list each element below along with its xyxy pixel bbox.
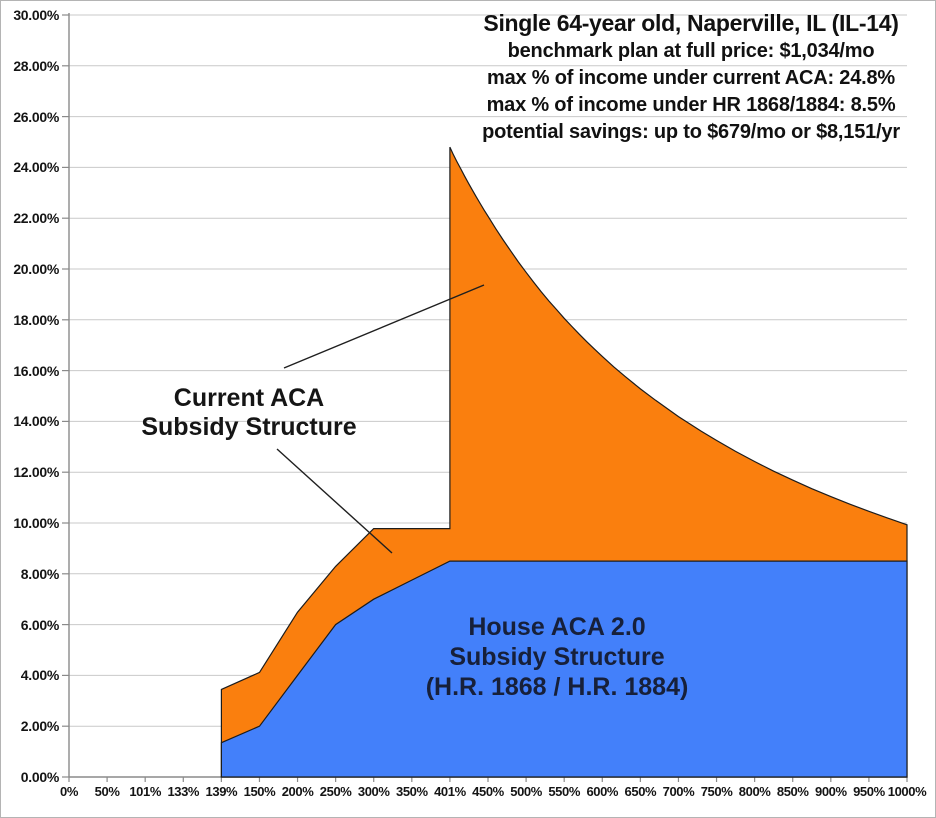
x-tick-label: 750% — [700, 784, 733, 799]
x-tick-label: 650% — [624, 784, 657, 799]
y-tick-label: 26.00% — [13, 108, 59, 125]
x-tick-label: 139% — [205, 784, 238, 799]
annotation-leader-line-upper — [283, 284, 485, 369]
x-tick-label: 300% — [357, 784, 390, 799]
chart-subtitle-benchmark: benchmark plan at full price: $1,034/mo — [507, 40, 875, 62]
x-tick-label: 101% — [129, 784, 161, 799]
y-tick-label: 22.00% — [13, 210, 59, 227]
x-tick-label: 700% — [662, 784, 695, 799]
y-tick-label: 2.00% — [20, 718, 60, 735]
x-tick-label: 0% — [60, 784, 78, 799]
x-tick-label: 850% — [776, 784, 809, 799]
current-aca-annotation: Current ACA Subsidy Structure — [119, 384, 379, 442]
current-aca-annotation-line1: Current ACA — [173, 384, 325, 412]
y-tick-label: 4.00% — [20, 667, 60, 684]
x-tick-label: 150% — [243, 784, 276, 799]
chart-subtitle-max-hr1868: max % of income under HR 1868/1884: 8.5% — [486, 94, 896, 116]
chart-title: Single 64-year old, Naperville, IL (IL-1… — [483, 10, 899, 36]
x-tick-label: 50% — [94, 784, 120, 799]
y-tick-label: 12.00% — [13, 464, 59, 481]
y-tick-label: 10.00% — [13, 515, 59, 531]
chart-subtitle-max-current-aca: max % of income under current ACA: 24.8% — [486, 67, 896, 89]
chart-title-block: Single 64-year old, Naperville, IL (IL-1… — [439, 9, 935, 146]
x-tick-label: 350% — [395, 784, 428, 799]
y-tick-label: 6.00% — [20, 616, 60, 633]
x-tick-label: 250% — [319, 784, 352, 799]
house-aca2-annotation-line1: House ACA 2.0 — [468, 613, 646, 641]
x-tick-label: 1000% — [887, 784, 927, 799]
y-tick-label: 20.00% — [13, 261, 59, 277]
current-aca-annotation-line2: Subsidy Structure — [141, 413, 357, 441]
x-tick-label: 500% — [510, 784, 542, 799]
y-tick-label: 24.00% — [13, 159, 59, 176]
y-tick-label: 28.00% — [13, 57, 59, 74]
x-tick-label: 401% — [434, 784, 466, 799]
y-tick-label: 0.00% — [20, 769, 60, 785]
y-tick-label: 18.00% — [13, 311, 59, 328]
y-tick-label: 8.00% — [20, 565, 60, 582]
x-tick-label: 950% — [853, 784, 885, 799]
y-tick-label: 14.00% — [13, 413, 59, 430]
axis-ticks — [62, 14, 908, 782]
x-tick-label: 800% — [738, 784, 771, 799]
x-tick-label: 200% — [281, 784, 314, 799]
x-tick-label: 450% — [472, 784, 504, 799]
house-aca2-annotation-line3: (H.R. 1868 / H.R. 1884) — [425, 673, 689, 701]
x-tick-label: 900% — [814, 784, 847, 799]
house-aca2-annotation: House ACA 2.0 Subsidy Structure (H.R. 18… — [401, 612, 713, 702]
annotation-leader-line-lower — [276, 448, 393, 554]
house-aca2-annotation-line2: Subsidy Structure — [449, 643, 665, 671]
x-tick-label: 600% — [586, 784, 619, 799]
y-tick-label: 16.00% — [13, 362, 59, 379]
x-tick-label: 550% — [548, 784, 580, 799]
x-tick-label: 133% — [167, 784, 200, 799]
y-tick-label: 30.00% — [13, 7, 59, 23]
house-aca2-area — [220, 560, 908, 778]
chart-subtitle-savings: potential savings: up to $679/mo or $8,1… — [482, 121, 900, 143]
